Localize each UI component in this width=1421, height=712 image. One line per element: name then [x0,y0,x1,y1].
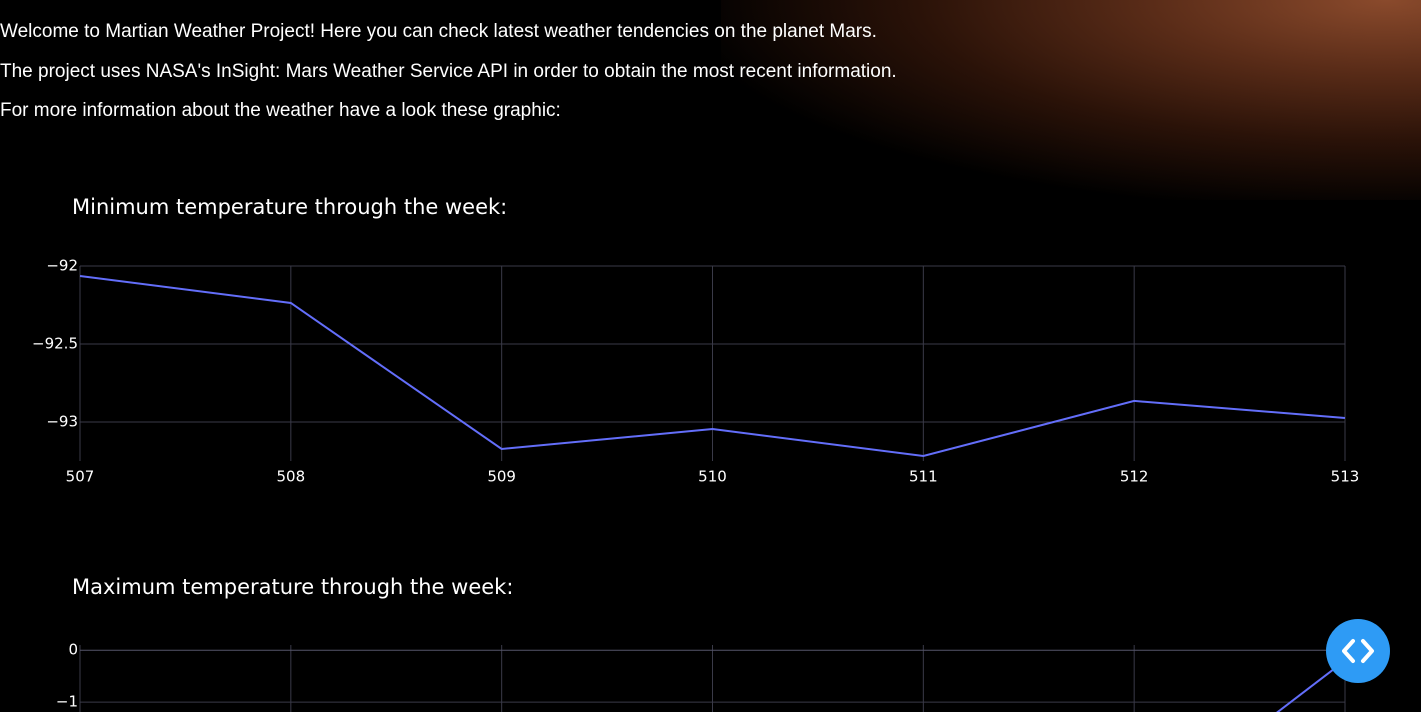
intro-text: The project uses NASA's InSight: Mars We… [0,61,897,82]
x-tick-label: 511 [909,468,938,486]
data-line [79,274,1346,458]
x-tick-label: 508 [277,468,306,486]
y-tick-label: −92 [46,257,78,275]
y-tick-label: −1 [56,693,78,711]
y-tick-label: −92.5 [32,335,78,353]
x-tick-label: 509 [487,468,516,486]
chart-title: Maximum temperature through the week: [72,575,513,599]
intro-text: For more information about the weather h… [0,100,561,121]
y-tick-label: −93 [46,413,78,431]
x-tick-label: 512 [1120,468,1149,486]
x-tick-label: 510 [698,468,727,486]
data-line [1276,659,1346,712]
chart-title: Minimum temperature through the week: [72,195,507,219]
intro-text: Welcome to Martian Weather Project! Here… [0,21,877,42]
mars-background [721,0,1421,200]
x-tick-label: 513 [1331,468,1360,486]
x-tick-label: 507 [66,468,95,486]
embed-button[interactable] [1326,619,1390,683]
y-tick-label: 0 [68,641,78,659]
code-icon [1342,639,1374,663]
